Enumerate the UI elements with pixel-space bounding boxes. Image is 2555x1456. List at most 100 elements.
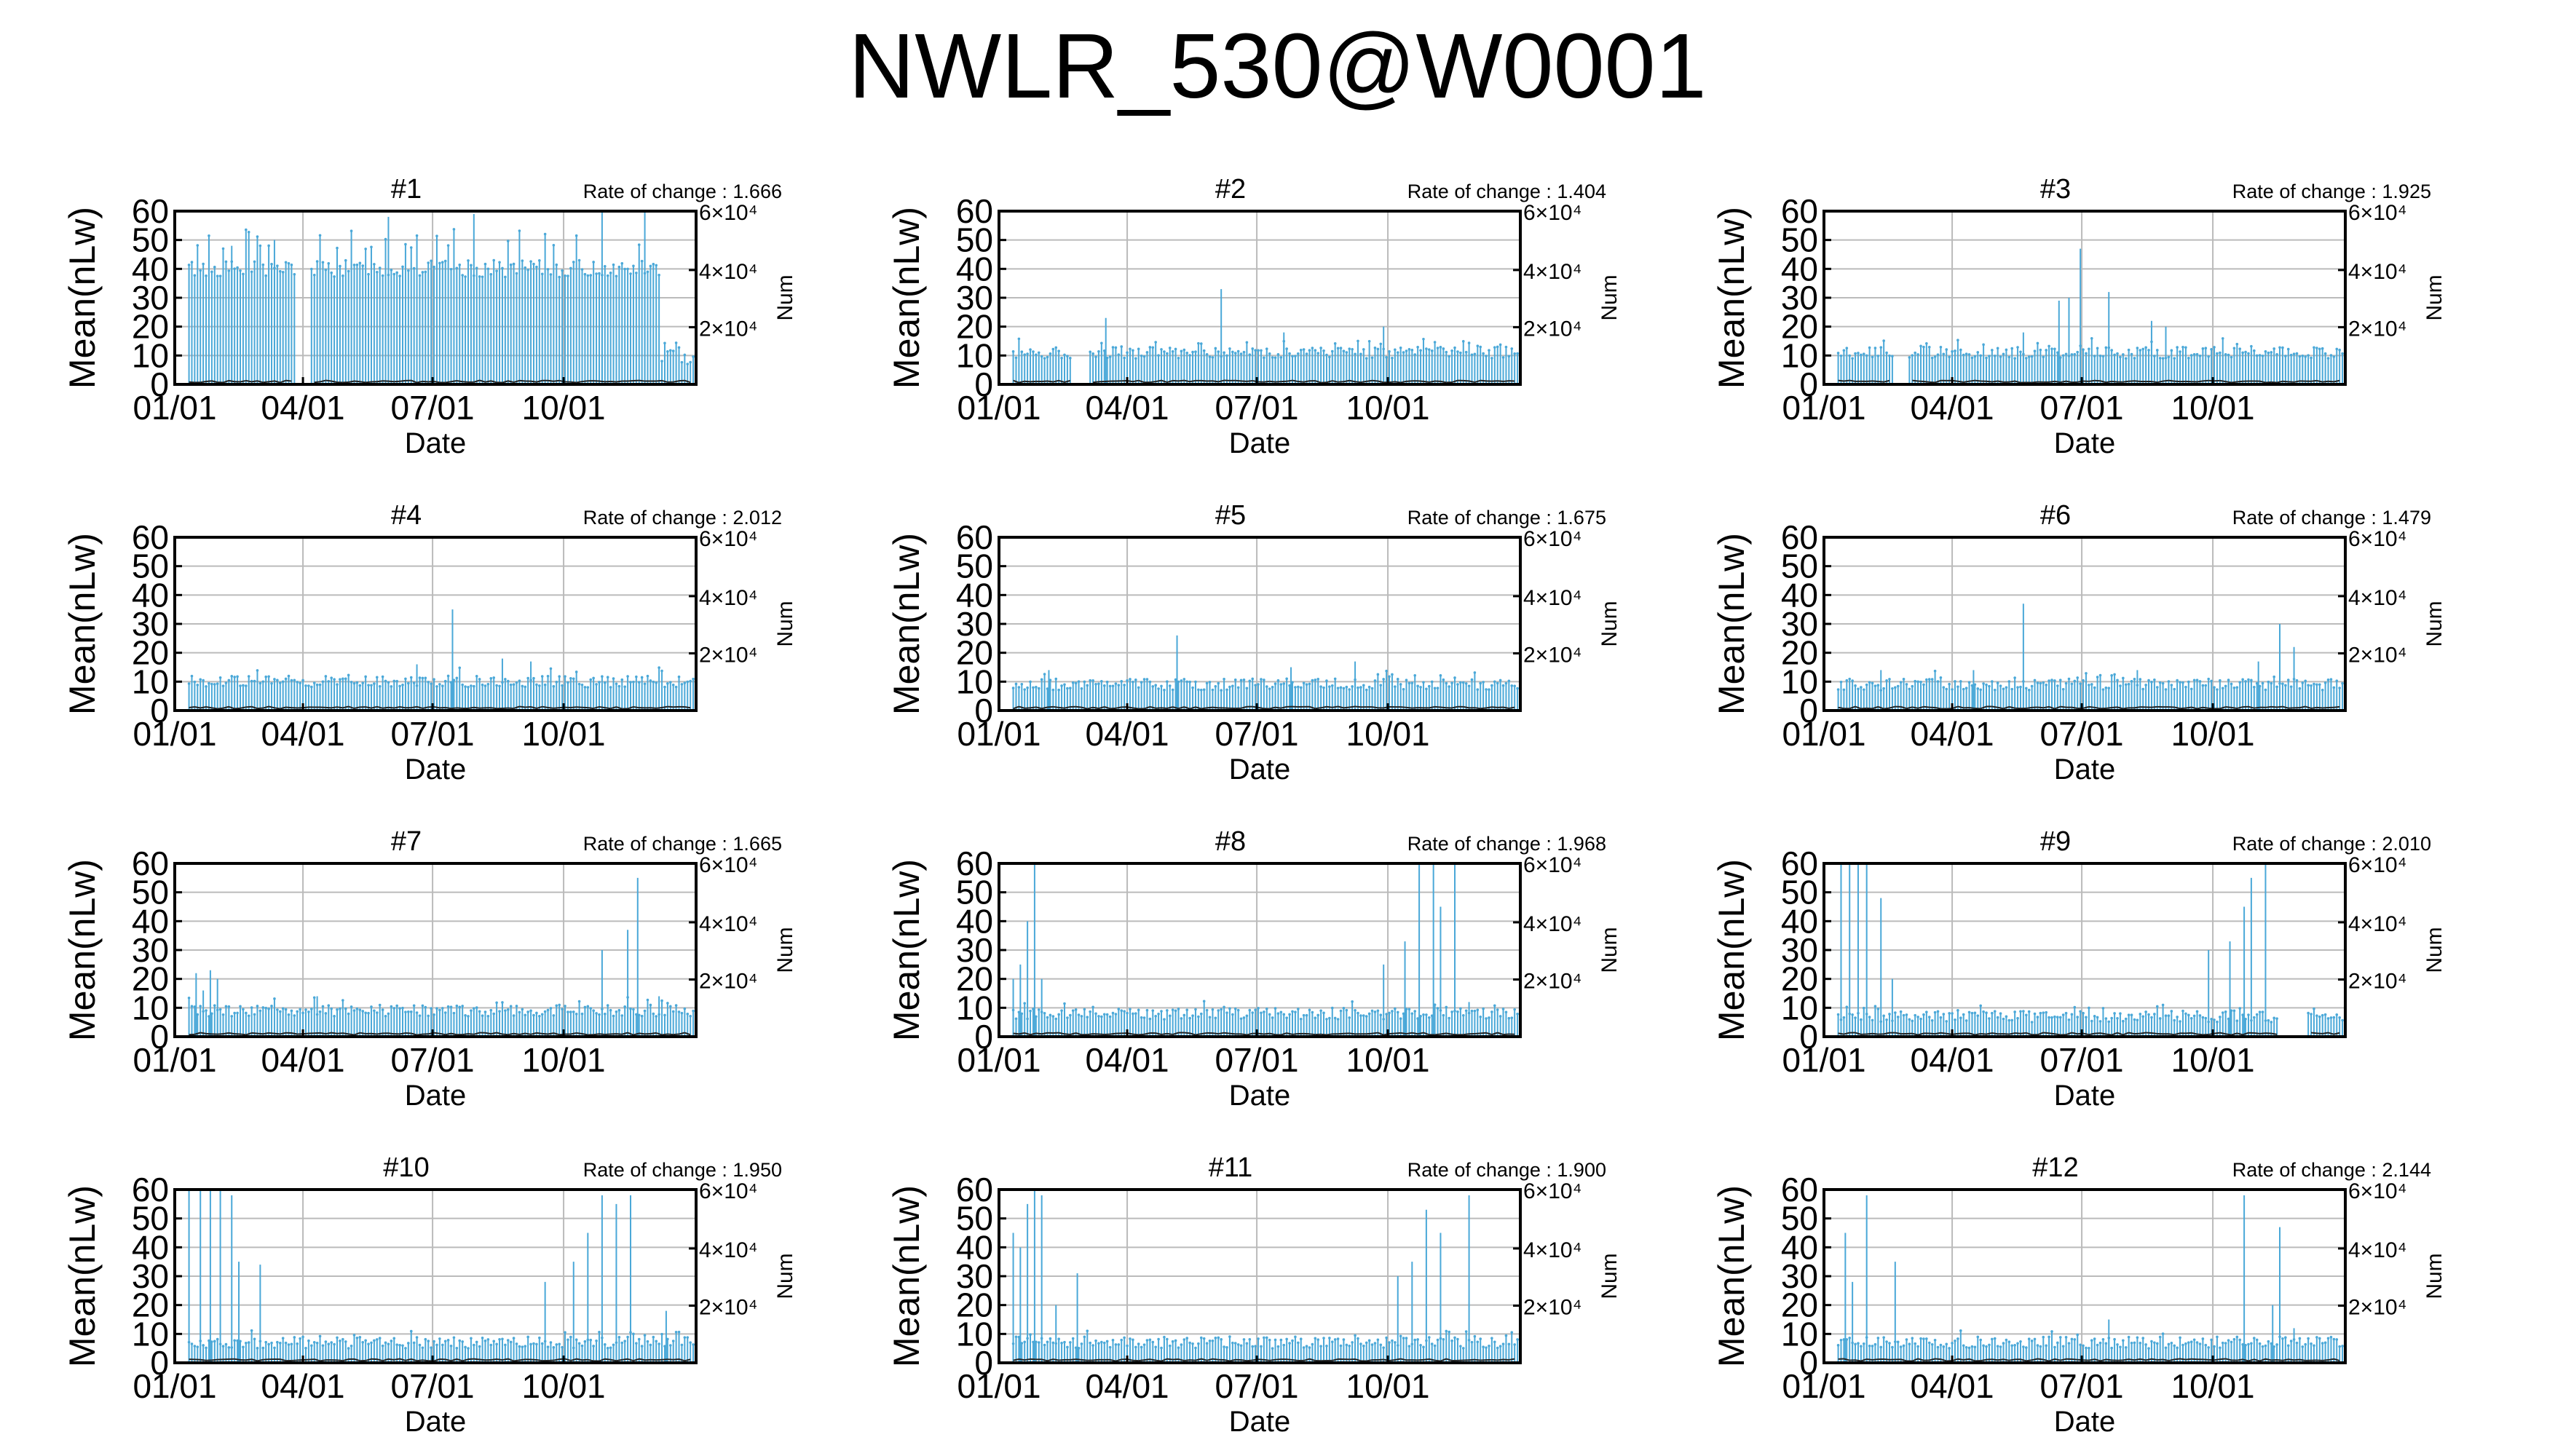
data-point (1245, 1014, 1249, 1018)
num-line (2310, 1032, 2317, 1034)
data-point (1051, 688, 1055, 692)
data-point (341, 274, 344, 277)
data-point (1094, 1339, 1097, 1342)
data-point (392, 1337, 396, 1340)
data-point (409, 246, 413, 249)
num-line (2225, 381, 2232, 384)
data-point (2181, 681, 2184, 684)
data-point (1271, 685, 1274, 689)
num-line (1058, 1032, 1065, 1035)
data-point (2002, 687, 2005, 691)
data-point (1134, 357, 1137, 360)
x-tick-label: 01/01 (133, 1041, 216, 1079)
num-line (2146, 1032, 2152, 1034)
data-point (213, 1004, 216, 1007)
data-point (2058, 678, 2062, 681)
data-point (1333, 342, 1337, 345)
data-point (2216, 352, 2219, 355)
data-point (1908, 356, 1911, 359)
data-point (312, 274, 316, 277)
num-line (291, 1032, 298, 1035)
num-line (508, 1358, 514, 1362)
data-point (1239, 352, 1243, 355)
data-point (1129, 1337, 1132, 1340)
data-point (564, 1005, 566, 1008)
data-point (367, 272, 370, 276)
data-point (518, 1010, 521, 1014)
data-point (1091, 352, 1094, 355)
data-point (1014, 1335, 1018, 1339)
data-point (1080, 687, 1083, 690)
num-line (376, 705, 383, 709)
data-point (2318, 683, 2321, 687)
num-line (2037, 706, 2044, 709)
data-point (1123, 356, 1126, 360)
data-point (452, 678, 456, 682)
data-point (498, 684, 501, 688)
data-point (2230, 1009, 2233, 1013)
data-point (1294, 1010, 1297, 1013)
num-line (530, 1032, 537, 1035)
data-point (333, 678, 336, 681)
data-point (216, 274, 219, 277)
num-line (633, 705, 639, 709)
data-point (2275, 353, 2278, 356)
data-point (264, 274, 268, 277)
data-point (1373, 1010, 1377, 1013)
y-tick-label: 30 (1781, 605, 1818, 643)
data-point (187, 682, 191, 685)
data-point (330, 676, 333, 679)
num-line (542, 705, 548, 709)
y-tick-label: 10 (132, 989, 169, 1026)
data-point (2207, 355, 2210, 358)
data-point (2005, 1015, 2008, 1018)
data-point (1413, 353, 1417, 356)
num-line (1378, 1032, 1384, 1036)
data-point (1035, 353, 1038, 357)
data-point (296, 1342, 299, 1345)
data-point (561, 1345, 564, 1349)
num-line (1332, 705, 1338, 708)
data-point (446, 1005, 450, 1008)
data-point (2232, 1009, 2236, 1013)
data-point (398, 274, 401, 277)
data-point (2332, 1016, 2336, 1019)
data-point (1316, 1013, 1320, 1017)
data-point (261, 1346, 265, 1350)
num-line (451, 1358, 457, 1362)
data-point (1063, 1340, 1066, 1344)
data-point (301, 678, 304, 682)
num-line (1354, 705, 1361, 708)
data-point (2016, 346, 2019, 349)
data-point (1151, 1009, 1155, 1012)
data-point (281, 1337, 285, 1340)
data-point (1496, 1008, 1499, 1011)
data-point (2313, 1007, 2315, 1010)
num-line (1104, 706, 1110, 710)
data-point (689, 1341, 692, 1344)
data-point (1427, 684, 1431, 688)
num-line (2179, 707, 2186, 710)
data-point (339, 264, 341, 268)
data-point (2270, 351, 2273, 354)
data-point (2030, 684, 2034, 688)
data-point (392, 1007, 396, 1010)
num-line (508, 380, 514, 384)
data-point (543, 683, 547, 687)
data-point (1114, 1013, 1118, 1016)
data-point (1914, 351, 1917, 355)
data-point (1014, 682, 1018, 686)
num-line (1957, 380, 1964, 384)
data-point (2198, 680, 2202, 683)
x-axis-label: Date (2054, 427, 2116, 459)
data-point (1242, 678, 1246, 681)
data-point (668, 1344, 672, 1347)
data-point (1473, 352, 1477, 356)
y-tick-label: 0 (150, 1344, 169, 1382)
data-point (483, 262, 487, 266)
data-point (1032, 350, 1035, 353)
data-point (1951, 350, 1954, 353)
data-point (1876, 1008, 1880, 1010)
data-point (1453, 676, 1456, 679)
data-point (2082, 1011, 2085, 1015)
